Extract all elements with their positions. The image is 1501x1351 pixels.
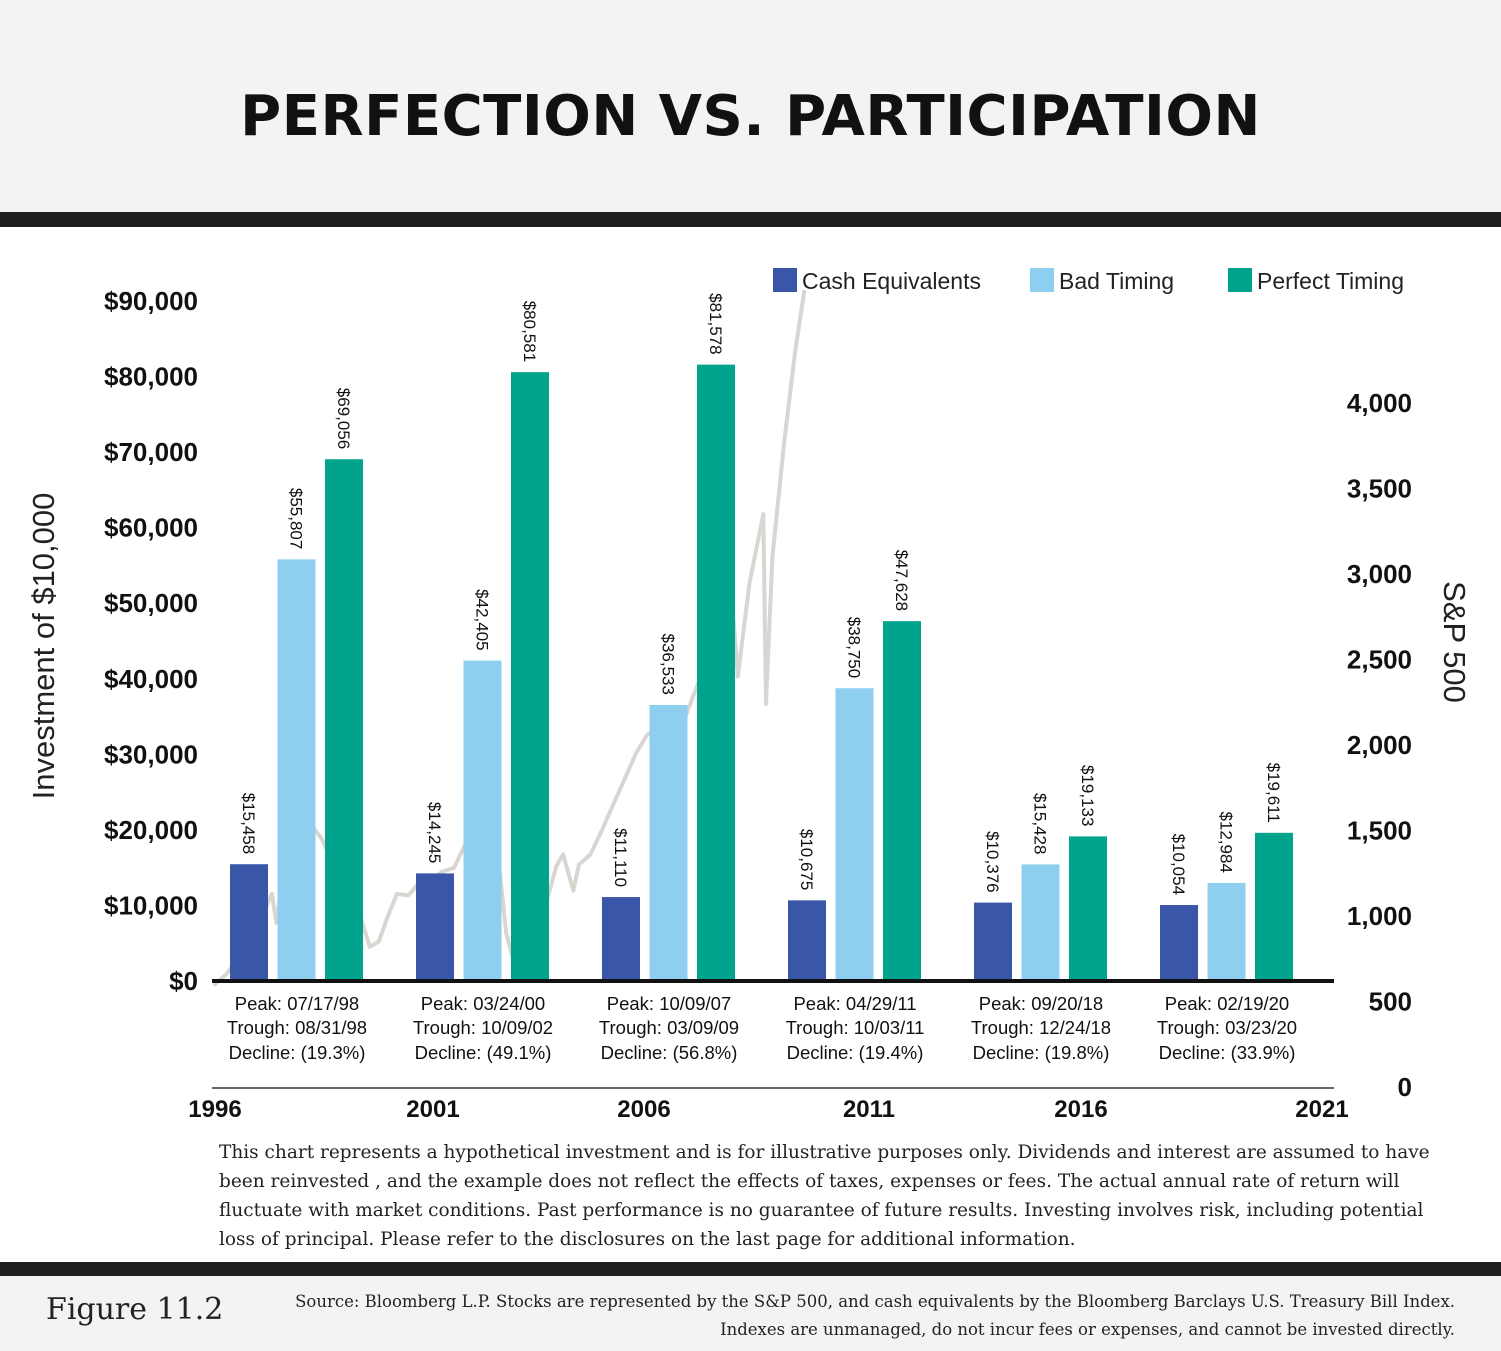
bar <box>1160 905 1198 981</box>
disclaimer-note: This chart represents a hypothetical inv… <box>219 1142 1430 1250</box>
y2-axis-title: S&P 500 <box>1437 581 1472 703</box>
bar <box>649 704 688 981</box>
y-tick-label: $30,000 <box>104 739 198 769</box>
page-title: PERFECTION VS. PARTICIPATION <box>240 84 1261 149</box>
bar <box>511 372 549 981</box>
bar <box>788 900 826 981</box>
bar-value-label: $10,675 <box>797 829 816 890</box>
bar-value-label: $19,611 <box>1264 763 1283 823</box>
header-band <box>0 0 1501 212</box>
y-tick-label: $10,000 <box>104 890 198 920</box>
y-tick-label: $40,000 <box>104 664 198 694</box>
bar <box>230 864 268 981</box>
bar <box>1069 836 1107 981</box>
bar-value-label: $19,133 <box>1078 765 1097 826</box>
legend-swatch <box>1228 268 1252 292</box>
group-decline-label: Decline: (56.8%) <box>601 1042 738 1063</box>
y-axis-title: Investment of $10,000 <box>26 493 61 800</box>
bar <box>1207 882 1246 981</box>
y2-tick-label: 2,500 <box>1347 645 1412 675</box>
bar-value-label: $11,110 <box>611 828 630 887</box>
bar <box>835 688 874 981</box>
top-rule <box>0 212 1501 227</box>
y-tick-label: $90,000 <box>104 286 198 316</box>
bar <box>1021 864 1060 981</box>
y-tick-label: $80,000 <box>104 362 198 392</box>
bar-value-label: $38,750 <box>845 617 864 678</box>
bar <box>416 873 454 981</box>
legend-label: Cash Equivalents <box>802 268 981 294</box>
y-tick-label: $60,000 <box>104 513 198 543</box>
group-trough-label: Trough: 03/09/09 <box>599 1017 739 1038</box>
group-decline-label: Decline: (33.9%) <box>1159 1042 1296 1063</box>
bar <box>463 660 502 981</box>
y2-tick-label: 3,500 <box>1347 474 1412 504</box>
bar <box>1255 832 1293 981</box>
bar-value-label: $14,245 <box>425 802 444 863</box>
bar-value-label: $42,405 <box>473 589 492 650</box>
y-tick-label: $20,000 <box>104 815 198 845</box>
bottom-rule <box>0 1262 1501 1276</box>
group-peak-label: Peak: 02/19/20 <box>1165 993 1289 1014</box>
bar-value-label: $47,628 <box>892 550 911 611</box>
year-tick-label: 2011 <box>843 1096 895 1123</box>
y2-tick-label: 3,000 <box>1347 559 1412 589</box>
year-tick-label: 2001 <box>406 1096 459 1123</box>
bar <box>602 897 640 981</box>
bar-value-label: $10,054 <box>1169 834 1188 895</box>
bar-value-label: $15,428 <box>1031 793 1050 854</box>
footer-band <box>0 1276 1501 1351</box>
year-tick-label: 2021 <box>1295 1096 1348 1123</box>
bar-value-label: $15,458 <box>239 793 258 854</box>
source-note: Source: Bloomberg L.P. Stocks are repres… <box>295 1292 1455 1339</box>
group-peak-label: Peak: 09/20/18 <box>979 993 1103 1014</box>
y2-tick-label: 1,000 <box>1347 901 1412 931</box>
y-tick-label: $0 <box>169 966 198 996</box>
group-trough-label: Trough: 03/23/20 <box>1157 1017 1297 1038</box>
group-peak-label: Peak: 04/29/11 <box>793 993 916 1014</box>
bar <box>277 559 316 981</box>
group-decline-label: Decline: (19.4%) <box>787 1042 924 1063</box>
bar-value-label: $69,056 <box>334 388 353 449</box>
bar-value-label: $81,578 <box>706 293 725 354</box>
group-trough-label: Trough: 10/03/11 <box>786 1017 925 1038</box>
bar-value-label: $10,376 <box>983 831 1002 892</box>
year-tick-label: 2016 <box>1054 1096 1107 1123</box>
figure-label: Figure 11.2 <box>46 1292 224 1327</box>
legend-label: Bad Timing <box>1059 268 1174 294</box>
bar <box>325 459 363 982</box>
bar <box>974 902 1012 981</box>
group-peak-label: Peak: 10/09/07 <box>607 993 731 1014</box>
bar <box>883 621 921 981</box>
legend-swatch <box>773 268 797 292</box>
y2-tick-label: 4,000 <box>1347 388 1412 418</box>
y-tick-label: $70,000 <box>104 437 198 467</box>
bar-value-label: $55,807 <box>287 488 306 549</box>
legend-swatch <box>1030 268 1054 292</box>
bar <box>697 364 735 981</box>
y-tick-label: $50,000 <box>104 588 198 618</box>
group-trough-label: Trough: 10/09/02 <box>413 1017 553 1038</box>
bar-value-label: $80,581 <box>520 301 539 362</box>
group-peak-label: Peak: 03/24/00 <box>421 993 545 1014</box>
y2-tick-label: 0 <box>1398 1072 1412 1102</box>
year-tick-label: 1996 <box>188 1096 241 1123</box>
legend-label: Perfect Timing <box>1257 268 1404 294</box>
group-decline-label: Decline: (19.8%) <box>973 1042 1110 1063</box>
bar-value-label: $12,984 <box>1217 811 1236 872</box>
group-decline-label: Decline: (19.3%) <box>229 1042 366 1063</box>
group-decline-label: Decline: (49.1%) <box>415 1042 552 1063</box>
y2-tick-label: 500 <box>1369 987 1412 1017</box>
group-trough-label: Trough: 08/31/98 <box>227 1017 367 1038</box>
group-peak-label: Peak: 07/17/98 <box>235 993 359 1014</box>
bar-value-label: $36,533 <box>659 634 678 695</box>
group-trough-label: Trough: 12/24/18 <box>971 1017 1111 1038</box>
year-tick-label: 2006 <box>617 1096 670 1123</box>
y2-tick-label: 2,000 <box>1347 730 1412 760</box>
y2-tick-label: 1,500 <box>1347 816 1412 846</box>
